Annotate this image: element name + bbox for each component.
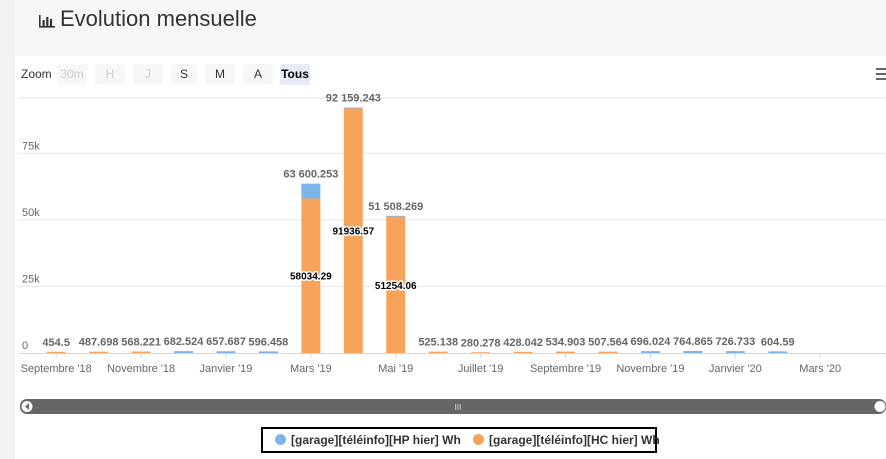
legend-label-hc: [garage][téléinfo][HC hier] Wh	[489, 433, 660, 447]
x-tick-label: Mai '19	[378, 363, 413, 375]
inner-data-label: 91936.57	[332, 227, 374, 238]
inner-label-outline: 51254.06	[375, 281, 417, 292]
total-data-label: 726.733	[715, 336, 755, 348]
total-data-label: 507.564	[588, 337, 629, 349]
total-data-label: 92 159.243	[326, 93, 381, 105]
zoom-button-m[interactable]: M	[205, 64, 235, 85]
y-tick-label: 50k	[22, 207, 40, 219]
y-tick-label: 0	[22, 340, 28, 352]
bar-hp[interactable]	[725, 351, 745, 353]
total-data-label: 428.042	[503, 337, 543, 349]
zoom-button-a[interactable]: A	[243, 64, 273, 85]
inner-data-label: 51254.06	[375, 281, 417, 292]
bar-hc[interactable]	[513, 351, 533, 353]
bar-hc[interactable]	[343, 108, 363, 353]
bar-hp[interactable]	[174, 351, 194, 353]
bar-hc[interactable]	[131, 351, 151, 353]
circle-marker-icon	[473, 434, 484, 445]
zoom-button-s[interactable]: S	[171, 64, 197, 85]
legend-item-hc[interactable]: [garage][téléinfo][HC hier] Wh	[473, 433, 660, 447]
total-data-label: 764.865	[673, 336, 713, 348]
x-tick-label: Mars '20	[799, 363, 841, 375]
bar-hp[interactable]	[386, 215, 406, 217]
bar-hp[interactable]	[683, 350, 703, 353]
bar-hc[interactable]	[428, 351, 448, 353]
bar-hp[interactable]	[768, 351, 788, 353]
inner-label-outline: 58034.29	[290, 272, 332, 283]
page-title-text: Evolution mensuelle	[60, 6, 257, 31]
bar-hc[interactable]	[89, 351, 109, 353]
total-data-label: 604.59	[761, 336, 795, 348]
bar-hc[interactable]	[471, 352, 491, 354]
bar-hc[interactable]	[598, 351, 618, 353]
y-tick-label: 25k	[22, 273, 40, 285]
inner-label-outline: 91936.57	[332, 227, 374, 238]
total-data-label: 280.278	[461, 337, 501, 349]
bar-hp[interactable]	[216, 351, 236, 353]
zoom-button-j: J	[133, 64, 163, 85]
zoom-button-30m: 30m	[57, 64, 87, 85]
total-data-label: 487.698	[79, 337, 119, 349]
bar-chart-icon	[38, 8, 56, 34]
total-data-label: 696.024	[631, 336, 672, 348]
panel-header	[15, 0, 886, 56]
total-data-label: 657.687	[206, 336, 246, 348]
total-data-label: 454.5	[42, 337, 70, 349]
x-tick-label: Novembre '18	[107, 363, 175, 375]
total-data-label: 525.138	[418, 337, 458, 349]
total-data-label: 682.524	[164, 336, 205, 348]
page-title: Evolution mensuelle	[38, 6, 257, 34]
total-data-label: 568.221	[121, 336, 161, 348]
zoom-button-tous[interactable]: Tous	[280, 64, 310, 85]
bar-hc[interactable]	[556, 351, 576, 353]
chart-legend: [garage][téléinfo][HP hier] Wh [garage][…	[261, 427, 660, 453]
scroll-right-button[interactable]	[873, 400, 886, 413]
bar-hp[interactable]	[640, 351, 660, 353]
total-data-label: 534.903	[546, 337, 586, 349]
zoom-label: Zoom	[21, 67, 52, 81]
inner-data-label: 58034.29	[290, 272, 332, 283]
chevron-left-icon	[25, 403, 29, 410]
x-tick-label: Mars '19	[290, 363, 332, 375]
legend-label-hp: [garage][téléinfo][HP hier] Wh	[291, 433, 461, 447]
bar-hc[interactable]	[386, 216, 406, 353]
total-data-label: 596.458	[249, 336, 289, 348]
legend-item-hp[interactable]: [garage][téléinfo][HP hier] Wh	[275, 433, 461, 447]
total-data-label: 63 600.253	[283, 169, 338, 181]
y-tick-label: 75k	[22, 140, 40, 152]
x-tick-label: Juillet '19	[458, 363, 504, 375]
navigator-handle-grip: III	[455, 403, 462, 412]
hamburger-menu-icon[interactable]	[876, 68, 886, 80]
circle-marker-icon	[275, 434, 286, 445]
bar-hp[interactable]	[258, 351, 278, 353]
x-tick-label: Janvier '20	[709, 363, 762, 375]
x-tick-label: Septembre '19	[530, 363, 601, 375]
zoom-button-h: H	[95, 64, 125, 85]
x-tick-label: Septembre '18	[21, 363, 92, 375]
bar-hc[interactable]	[301, 198, 321, 353]
bar-hp[interactable]	[343, 107, 363, 109]
bar-hp[interactable]	[301, 183, 321, 199]
bar-hc[interactable]	[46, 351, 66, 353]
x-tick-label: Novembre '19	[616, 363, 684, 375]
navigator-scrollbar[interactable]	[20, 399, 886, 414]
total-data-label: 51 508.269	[368, 201, 423, 213]
x-tick-label: Janvier '19	[200, 363, 253, 375]
